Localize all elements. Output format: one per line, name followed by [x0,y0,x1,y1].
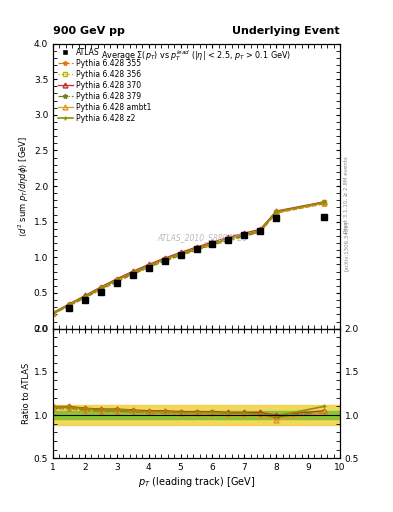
Text: [arXiv:1306.3436]: [arXiv:1306.3436] [344,221,349,271]
X-axis label: $p_T$ (leading track) [GeV]: $p_T$ (leading track) [GeV] [138,475,255,489]
Text: ATLAS_2010_S8894728: ATLAS_2010_S8894728 [157,233,247,242]
Bar [53,404,340,425]
Y-axis label: $\langle d^2$ sum $p_T/d\eta d\phi\rangle$ [GeV]: $\langle d^2$ sum $p_T/d\eta d\phi\rangl… [17,136,31,237]
Text: Average $\Sigma(p_T)$ vs $p_T^{lead}$ ($|\eta|$ < 2.5, $p_T$ > 0.1 GeV): Average $\Sigma(p_T)$ vs $p_T^{lead}$ ($… [101,48,292,62]
Bar [53,411,340,419]
Text: 900 GeV pp: 900 GeV pp [53,27,125,36]
Text: Underlying Event: Underlying Event [232,27,340,36]
Legend: ATLAS, Pythia 6.428 355, Pythia 6.428 356, Pythia 6.428 370, Pythia 6.428 379, P: ATLAS, Pythia 6.428 355, Pythia 6.428 35… [56,47,153,124]
Text: Rivet 3.1.10, ≥ 2.8M events: Rivet 3.1.10, ≥ 2.8M events [344,156,349,233]
Y-axis label: Ratio to ATLAS: Ratio to ATLAS [22,363,31,424]
